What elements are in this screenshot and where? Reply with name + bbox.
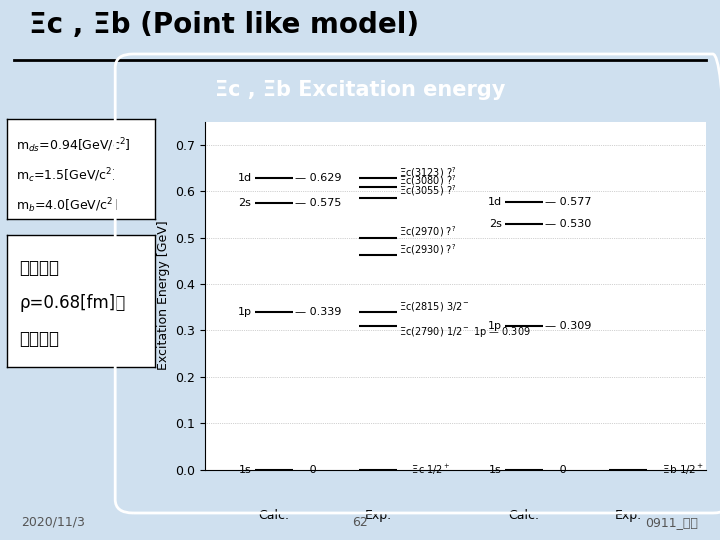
Text: 1s: 1s [489,465,502,475]
Text: Exp.: Exp. [364,509,392,522]
Text: — 0.629: — 0.629 [295,173,342,183]
Text: — 0.530: — 0.530 [546,219,592,228]
Text: Ξc(2970) ?$^?$: Ξc(2970) ?$^?$ [399,224,456,239]
Text: — Ξc 1/2$^+$: — Ξc 1/2$^+$ [399,463,450,477]
Text: Ξc(3123) ?$^?$: Ξc(3123) ?$^?$ [399,165,456,179]
Text: 1s: 1s [239,465,251,475]
Text: Exp.: Exp. [614,509,642,522]
Text: Ξc , Ξb Excitation energy: Ξc , Ξb Excitation energy [215,80,505,100]
Text: m$_c$=1.5[GeV/c$^2$]: m$_c$=1.5[GeV/c$^2$] [16,167,117,185]
Text: — 0: — 0 [295,465,317,475]
Text: ρ=0.68[fm]の: ρ=0.68[fm]の [19,294,125,313]
Text: m$_b$=4.0[GeV/c$^2$]: m$_b$=4.0[GeV/c$^2$] [16,197,118,215]
Text: ときの値: ときの値 [19,330,59,348]
Text: Calc.: Calc. [258,509,289,522]
Text: Ξc(2815) 3/2$^-$: Ξc(2815) 3/2$^-$ [399,300,470,313]
Text: Ξc(3055) ?$^?$: Ξc(3055) ?$^?$ [399,183,456,198]
Text: — 0.575: — 0.575 [295,198,342,208]
Y-axis label: Excitation Energy [GeV]: Excitation Energy [GeV] [157,221,170,370]
Text: 2020/11/3: 2020/11/3 [22,516,86,529]
Text: — Ξb 1/2$^+$: — Ξb 1/2$^+$ [649,463,705,477]
Text: 1p: 1p [487,321,502,332]
Text: 1d: 1d [487,197,502,207]
Text: — 0.577: — 0.577 [546,197,592,207]
Text: Calc.: Calc. [509,509,540,522]
Text: 2s: 2s [489,219,502,228]
Text: 1d: 1d [238,173,251,183]
Text: 62: 62 [352,516,368,529]
Text: m$_{ds}$=0.94[GeV/c$^2$]: m$_{ds}$=0.94[GeV/c$^2$] [16,137,131,156]
Text: — 0.309: — 0.309 [546,321,592,332]
Text: Ξc(2930) ?$^?$: Ξc(2930) ?$^?$ [399,242,456,256]
Text: — 0.339: — 0.339 [295,307,342,318]
Text: Ξc , Ξb (Point like model): Ξc , Ξb (Point like model) [29,11,419,39]
Text: Ξc(2790) 1/2$^-$ 1p — 0.309: Ξc(2790) 1/2$^-$ 1p — 0.309 [399,325,531,339]
Text: 0911_東北: 0911_東北 [646,516,698,529]
Text: 2s: 2s [238,198,251,208]
Text: — 0: — 0 [546,465,567,475]
Text: Ξc(3080) ?$^?$: Ξc(3080) ?$^?$ [399,173,456,188]
Text: 計算値は: 計算値は [19,259,59,276]
Text: 1p: 1p [238,307,251,318]
